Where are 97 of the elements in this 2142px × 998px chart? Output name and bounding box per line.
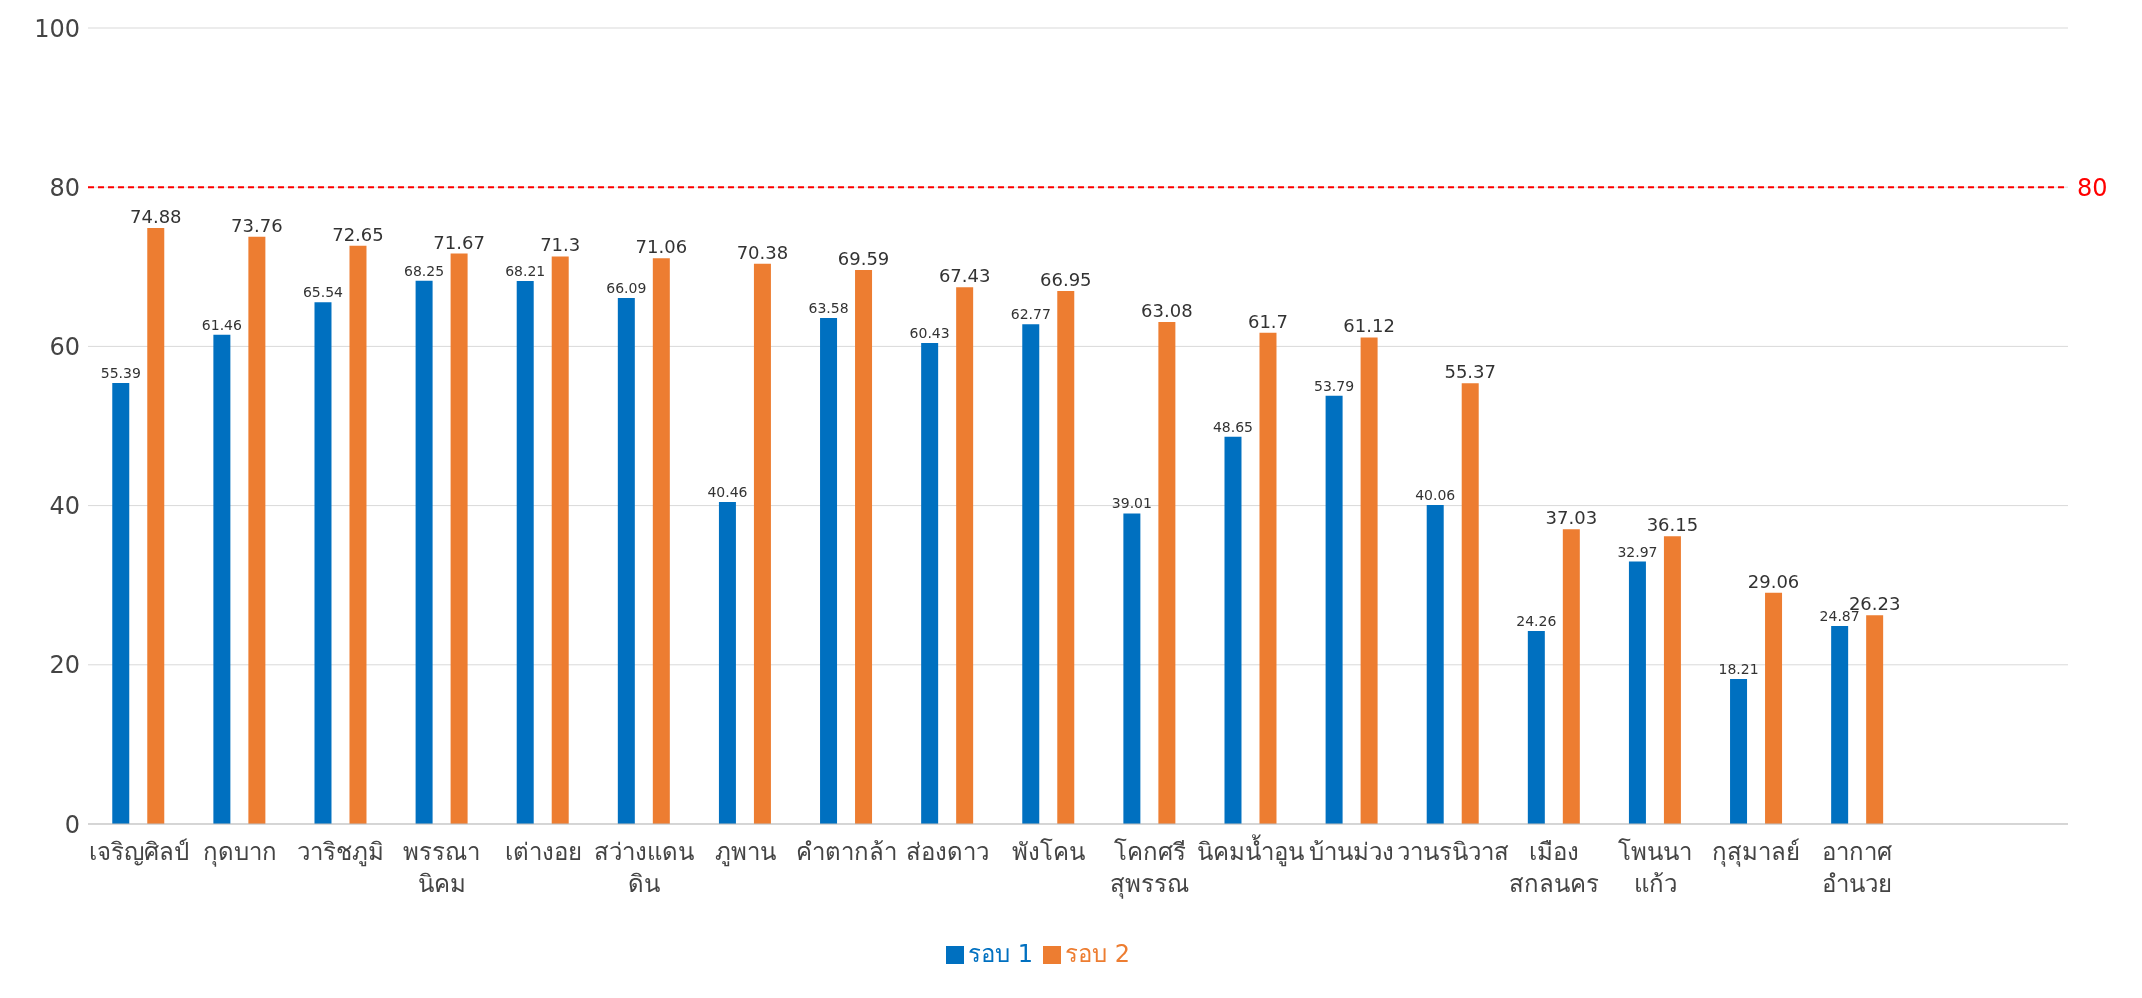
x-tick-label: พรรณา นิคม xyxy=(403,838,481,898)
bar xyxy=(1259,332,1277,824)
bar xyxy=(1730,679,1748,824)
data-label: 55.37 xyxy=(1444,361,1496,383)
bar xyxy=(820,317,838,824)
y-tick-label: 40 xyxy=(49,492,80,521)
data-label: 39.01 xyxy=(1111,495,1152,512)
bar xyxy=(450,253,468,824)
bar xyxy=(1158,321,1176,824)
bar xyxy=(1057,291,1075,824)
x-tick-label: กุดบาก xyxy=(202,838,277,867)
bar xyxy=(1360,337,1378,824)
bar xyxy=(551,256,569,824)
bar xyxy=(147,227,165,824)
bar xyxy=(1866,615,1884,824)
y-tick-label: 0 xyxy=(64,810,80,839)
data-label: 66.09 xyxy=(606,279,647,296)
bar xyxy=(753,263,771,824)
x-tick-label: วานรนิวาส xyxy=(1397,838,1509,866)
bar xyxy=(415,280,433,824)
data-label: 66.95 xyxy=(1040,269,1092,291)
data-label: 61.46 xyxy=(201,316,242,333)
x-tick-label: ภูพาน xyxy=(714,838,776,867)
data-label: 32.97 xyxy=(1617,543,1658,560)
data-label: 40.46 xyxy=(707,483,748,500)
x-tick-label: สว่างแดน ดิน xyxy=(594,838,695,898)
bar xyxy=(718,501,736,824)
data-label: 53.79 xyxy=(1314,377,1355,394)
data-label: 70.38 xyxy=(736,241,789,263)
data-label: 74.88 xyxy=(130,205,182,227)
data-label: 18.21 xyxy=(1718,661,1759,678)
bar xyxy=(1325,395,1343,824)
y-tick-label: 20 xyxy=(49,651,80,680)
bar xyxy=(1022,324,1040,824)
x-tick-label: ส่องดาว xyxy=(905,838,989,866)
data-label: 55.39 xyxy=(100,365,141,382)
bar xyxy=(1527,630,1545,824)
x-tick-label: เต่างอย xyxy=(504,838,582,866)
data-label: 67.43 xyxy=(938,265,991,287)
bar xyxy=(314,302,332,824)
bar xyxy=(112,383,130,824)
bar xyxy=(652,258,670,824)
bar xyxy=(516,281,534,824)
data-label: 63.58 xyxy=(808,299,849,316)
legend-label: รอบ 2 xyxy=(1065,940,1130,968)
x-tick-label: เมือง สกลนคร xyxy=(1509,838,1600,898)
bar xyxy=(1123,513,1141,824)
bar xyxy=(349,245,367,824)
data-label: 40.06 xyxy=(1415,487,1456,504)
data-label: 71.06 xyxy=(635,236,688,258)
bar xyxy=(1663,536,1681,824)
y-tick-label: 80 xyxy=(49,173,80,202)
data-label: 72.65 xyxy=(332,223,384,245)
data-label: 61.7 xyxy=(1247,310,1289,332)
bar xyxy=(1831,626,1849,824)
x-tick-label: บ้านม่วง xyxy=(1309,838,1395,866)
legend-label: รอบ 1 xyxy=(968,940,1033,968)
bar xyxy=(617,297,635,824)
ref-line-label: 80 xyxy=(2077,173,2108,202)
x-tick-label: โคกศรี สุพรรณ xyxy=(1110,838,1190,899)
bar xyxy=(921,342,939,824)
data-label: 24.26 xyxy=(1516,612,1557,629)
data-label: 37.03 xyxy=(1545,507,1598,529)
data-label: 68.25 xyxy=(404,262,445,279)
x-tick-label: พังโคน xyxy=(1012,838,1086,866)
data-label: 29.06 xyxy=(1747,570,1800,592)
data-label: 68.21 xyxy=(505,263,546,280)
y-tick-label: 100 xyxy=(34,14,80,43)
bar xyxy=(855,270,873,824)
x-tick-label: วาริชภูมิ xyxy=(297,838,385,867)
data-label: 65.54 xyxy=(302,284,344,301)
x-tick-label: กุสุมาลย์ xyxy=(1712,838,1801,867)
x-tick-label: เจริญศิลป์ xyxy=(88,838,189,866)
bar xyxy=(1461,383,1479,824)
x-tick-label: อากาศ อำนวย xyxy=(1822,838,1893,898)
bar xyxy=(213,334,231,824)
bar xyxy=(248,236,266,824)
data-label: 60.43 xyxy=(909,324,950,341)
bar xyxy=(1628,561,1646,824)
bar xyxy=(1224,436,1242,824)
x-tick-label: โพนนา แก้ว xyxy=(1618,838,1693,898)
data-label: 71.3 xyxy=(540,234,581,256)
data-label: 48.65 xyxy=(1212,418,1254,435)
bar xyxy=(1562,529,1580,824)
bar xyxy=(1765,592,1783,824)
y-tick-label: 60 xyxy=(49,332,80,361)
data-label: 61.12 xyxy=(1343,315,1395,337)
data-label: 62.77 xyxy=(1010,306,1051,323)
bar xyxy=(1426,505,1444,824)
x-tick-label: นิคมน้ำอูน xyxy=(1197,834,1305,867)
data-label: 36.15 xyxy=(1646,514,1699,536)
data-label: 71.67 xyxy=(433,231,485,253)
bar xyxy=(956,287,974,824)
x-tick-label: คำตากล้า xyxy=(795,838,897,866)
data-label: 63.08 xyxy=(1141,299,1193,321)
data-label: 73.76 xyxy=(231,214,283,236)
data-label: 69.59 xyxy=(837,248,890,270)
